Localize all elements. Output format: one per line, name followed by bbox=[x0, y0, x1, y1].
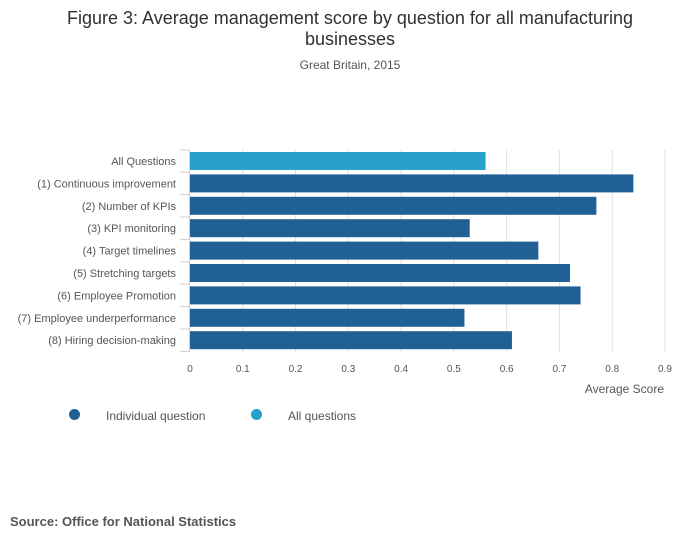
bar-7[interactable] bbox=[190, 286, 581, 305]
category-label: All Questions bbox=[111, 156, 176, 168]
bar-4[interactable] bbox=[190, 219, 470, 238]
x-tick-label: 0.6 bbox=[500, 364, 514, 375]
category-label: (2) Number of KPIs bbox=[82, 201, 177, 213]
x-tick-label: 0 bbox=[187, 364, 193, 375]
bar-2[interactable] bbox=[190, 174, 634, 193]
category-label: (1) Continuous improvement bbox=[37, 178, 176, 190]
legend-marker-all bbox=[251, 409, 262, 420]
legend-marker-individual bbox=[69, 409, 80, 420]
x-tick-label: 0.3 bbox=[341, 364, 355, 375]
bar-3[interactable] bbox=[190, 196, 597, 215]
x-tick-label: 0.8 bbox=[605, 364, 619, 375]
category-label: (4) Target timelines bbox=[83, 246, 177, 258]
bars bbox=[190, 152, 634, 350]
category-label: (5) Stretching targets bbox=[73, 268, 176, 280]
category-label: (8) Hiring decision-making bbox=[48, 335, 176, 347]
bar-1[interactable] bbox=[190, 152, 486, 170]
x-tick-label: 0.1 bbox=[236, 364, 250, 375]
x-axis-label: Average Score bbox=[585, 382, 664, 396]
bar-5[interactable] bbox=[190, 241, 539, 260]
source-note: Source: Office for National Statistics bbox=[10, 514, 237, 529]
x-tick-label: 0.9 bbox=[658, 364, 672, 375]
bar-8[interactable] bbox=[190, 308, 465, 327]
x-tick-label: 0.4 bbox=[394, 364, 408, 375]
category-label: (7) Employee underperformance bbox=[18, 313, 176, 325]
chart-title: Figure 3: Average management score by qu… bbox=[67, 8, 633, 49]
x-tick-label: 0.2 bbox=[289, 364, 303, 375]
chart-subtitle: Great Britain, 2015 bbox=[299, 58, 401, 72]
category-label: (6) Employee Promotion bbox=[57, 290, 176, 302]
bar-9[interactable] bbox=[190, 331, 512, 350]
x-tick-label: 0.5 bbox=[447, 364, 461, 375]
x-tick-label: 0.7 bbox=[552, 364, 566, 375]
category-label: (3) KPI monitoring bbox=[87, 223, 176, 235]
axes: 0 0.1 0.2 0.3 0.4 0.5 0.6 0.7 0.8 0.9 All Question… bbox=[18, 149, 672, 375]
legend-label-all: All questions bbox=[288, 409, 357, 423]
bar-6[interactable] bbox=[190, 264, 570, 282]
legend-label-individual: Individual question bbox=[106, 409, 206, 423]
